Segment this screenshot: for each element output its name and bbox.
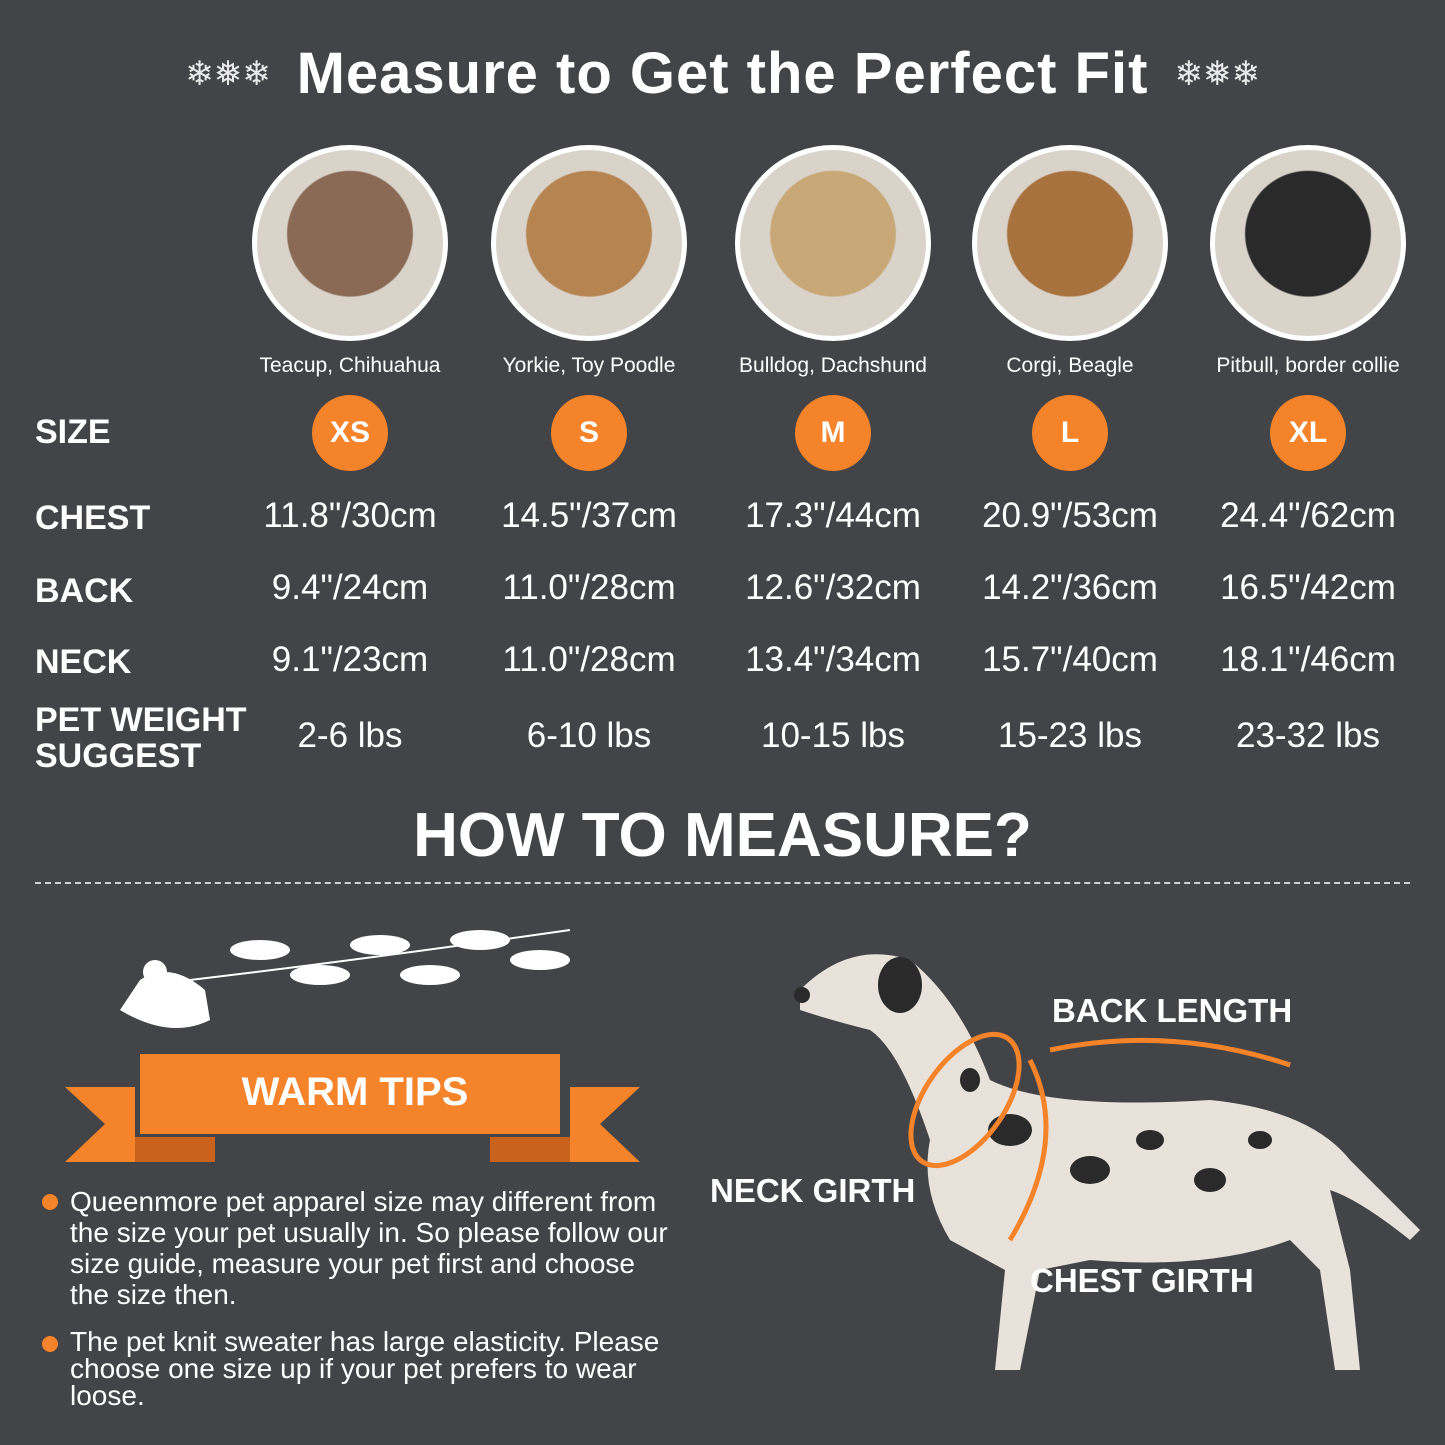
row-label-weight-line1: PET WEIGHT [35,701,247,739]
warm-tips-list: Queenmore pet apparel size may different… [42,1186,672,1411]
reindeer-sleigh-illustration [120,929,571,1028]
dog-photo [1210,145,1406,341]
neck-value: 18.1"/46cm [1220,640,1396,679]
row-label-chest: CHEST [35,499,151,537]
dog-photo [491,145,687,341]
breed-label: Pitbull, border collie [1216,354,1400,377]
how-to-measure-title: HOW TO MEASURE? [413,801,1032,870]
breed-label: Bulldog, Dachshund [739,354,927,377]
row-label-neck: NECK [35,643,132,681]
tip-item: Queenmore pet apparel size may different… [70,1186,668,1310]
row-label-back: BACK [35,572,134,610]
breed-label: Teacup, Chihuahua [259,354,441,377]
dog-photo [972,145,1168,341]
weight-value: 6-10 lbs [526,716,652,755]
back-length-label: BACK LENGTH [1052,992,1293,1029]
snowflake-icon: ❄❅❄ [1174,53,1260,94]
back-value: 9.4"/24cm [271,568,429,607]
weight-value: 23-32 lbs [1236,716,1380,755]
warm-tips-title: WARM TIPS [241,1070,469,1114]
breed-label: Yorkie, Toy Poodle [502,354,676,377]
neck-girth-label: NECK GIRTH [710,1172,916,1209]
snowflake-icon: ❄❅❄ [185,53,271,94]
chest-value: 14.5"/37cm [501,496,677,535]
breed-label: Corgi, Beagle [1006,354,1134,377]
neck-value: 11.0"/28cm [502,640,676,679]
title-row: ❄❅❄ Measure to Get the Perfect Fit ❄❅❄ [0,40,1445,107]
weight-value: 10-15 lbs [761,716,905,755]
tip-row: The pet knit sweater has large elasticit… [42,1326,672,1411]
size-badge: M [795,395,871,471]
tip-item: The pet knit sweater has large elasticit… [70,1326,660,1411]
size-badge: S [551,395,627,471]
neck-value: 13.4"/34cm [745,640,921,679]
tip-row: Queenmore pet apparel size may different… [42,1186,672,1310]
page-title: Measure to Get the Perfect Fit [296,41,1149,106]
warm-tips-ribbon [65,1054,640,1162]
dalmatian-diagram [794,954,1420,1370]
row-label-weight-line2: SUGGEST [35,737,202,775]
neck-value: 15.7"/40cm [982,640,1158,679]
size-badge: XL [1270,395,1346,471]
bullet-icon [42,1194,58,1210]
size-badge: L [1032,395,1108,471]
bullet-icon [42,1336,58,1352]
dog-photo [735,145,931,341]
back-value: 16.5"/42cm [1220,568,1396,607]
chest-value: 24.4"/62cm [1220,496,1396,535]
back-value: 12.6"/32cm [745,568,921,607]
chest-value: 17.3"/44cm [745,496,921,535]
weight-value: 15-23 lbs [998,716,1142,755]
weight-value: 2-6 lbs [297,716,403,755]
chest-value: 11.8"/30cm [263,496,437,535]
row-label-weight: PET WEIGHT SUGGEST [35,702,247,774]
neck-value: 9.1"/23cm [271,640,429,679]
chest-value: 20.9"/53cm [982,496,1158,535]
size-badge: XS [312,395,388,471]
back-value: 11.0"/28cm [502,568,676,607]
back-value: 14.2"/36cm [982,568,1158,607]
chest-girth-label: CHEST GIRTH [1030,1262,1254,1299]
row-label-size: SIZE [35,413,111,451]
dog-photo [252,145,448,341]
divider [35,882,1410,884]
